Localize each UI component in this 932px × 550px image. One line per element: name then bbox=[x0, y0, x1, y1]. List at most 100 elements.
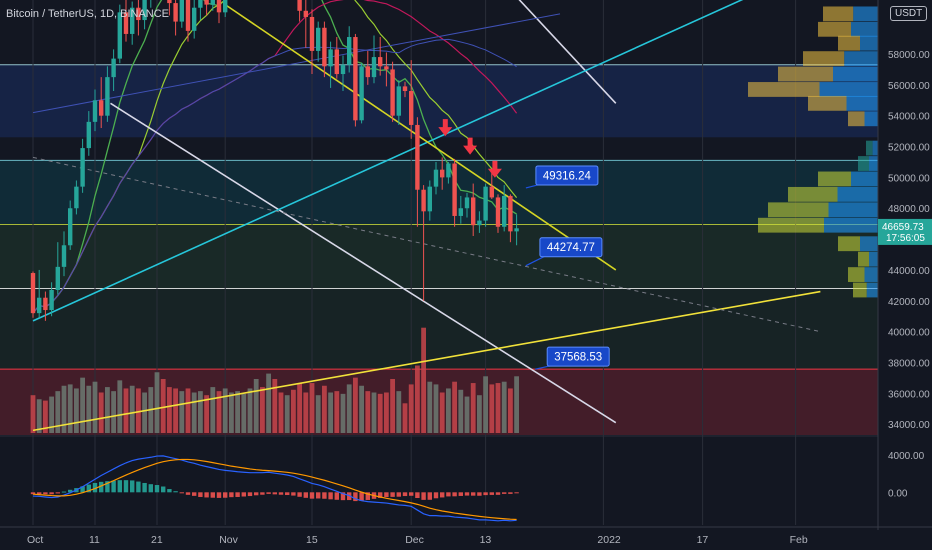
volume-bar bbox=[421, 327, 426, 433]
volume-bar bbox=[260, 387, 265, 433]
volume-bar bbox=[309, 383, 315, 433]
macd-histogram-bar bbox=[198, 492, 203, 497]
price-callout[interactable] bbox=[546, 346, 610, 367]
candle-body bbox=[483, 186, 488, 221]
trend-line[interactable] bbox=[498, 0, 617, 104]
candle-body bbox=[502, 195, 507, 227]
candle-body bbox=[179, 0, 184, 22]
volume-profile-bar bbox=[837, 186, 878, 202]
volume-bar bbox=[123, 388, 129, 433]
trend-line[interactable] bbox=[110, 102, 617, 424]
price-tick-label: 44000.00 bbox=[888, 266, 930, 277]
candle-body bbox=[37, 297, 42, 314]
candle-body bbox=[86, 121, 91, 149]
macd-histogram-bar bbox=[241, 492, 246, 497]
volume-bar bbox=[43, 400, 48, 433]
macd-histogram-bar bbox=[446, 492, 451, 497]
macd-pane bbox=[0, 435, 932, 522]
volume-profile-bar bbox=[864, 111, 878, 127]
volume-bar bbox=[353, 377, 358, 433]
macd-histogram-bar bbox=[421, 492, 426, 500]
volume-bar bbox=[415, 365, 420, 433]
volume-profile-bar bbox=[858, 251, 869, 267]
macd-histogram-bar bbox=[458, 492, 463, 496]
zone-band bbox=[0, 288, 878, 370]
macd-histogram-bar bbox=[235, 492, 240, 497]
volume-bar bbox=[61, 385, 67, 433]
volume-bar bbox=[408, 384, 414, 433]
candle-body bbox=[204, 0, 209, 5]
candle-body bbox=[415, 124, 420, 190]
currency-badge[interactable]: USDT bbox=[890, 6, 928, 21]
macd-histogram-bar bbox=[92, 482, 98, 493]
volume-profile-bar bbox=[869, 251, 878, 267]
macd-histogram-bar bbox=[80, 486, 85, 493]
volume-profile-bar bbox=[758, 217, 824, 233]
price-tick-label: 34000.00 bbox=[888, 420, 930, 431]
arrow-down-icon bbox=[442, 119, 448, 129]
volume-bar bbox=[229, 392, 234, 433]
macd-histogram-bar bbox=[309, 492, 315, 499]
macd-line bbox=[32, 455, 517, 522]
trend-line[interactable] bbox=[32, 290, 821, 432]
candle-body bbox=[192, 7, 197, 31]
macd-histogram-bar bbox=[192, 492, 197, 496]
trend-line[interactable] bbox=[32, 13, 561, 114]
moving-average-line bbox=[32, 38, 517, 314]
price-callout[interactable] bbox=[535, 165, 599, 186]
price-tick-label: 50000.00 bbox=[888, 173, 930, 184]
trend-line[interactable] bbox=[224, 3, 617, 271]
candle-body bbox=[99, 100, 104, 116]
volume-bar bbox=[371, 392, 377, 433]
arrow-down-icon bbox=[438, 127, 453, 137]
macd-histogram-bar bbox=[86, 484, 91, 493]
volume-bar bbox=[204, 395, 209, 433]
volume-bar bbox=[111, 391, 116, 433]
macd-histogram-bar bbox=[452, 492, 457, 497]
candle-body bbox=[223, 0, 228, 13]
macd-histogram-bar bbox=[285, 492, 290, 496]
volume-profile-bar bbox=[838, 35, 860, 51]
volume-bar bbox=[253, 379, 259, 433]
volume-profile-bar bbox=[819, 82, 878, 97]
candle-body bbox=[55, 266, 60, 290]
candle-body bbox=[210, 0, 215, 5]
candle-body bbox=[340, 64, 346, 75]
volume-profile-bar bbox=[818, 21, 851, 37]
volume-profile-bar bbox=[851, 21, 878, 37]
candle-body bbox=[111, 58, 116, 78]
macd-histogram-bar bbox=[123, 480, 129, 493]
price-zone-bands bbox=[0, 64, 878, 435]
candle-body bbox=[359, 66, 364, 121]
current-price-tag[interactable] bbox=[878, 218, 932, 245]
candle-body bbox=[489, 186, 494, 198]
volume-profile-bar bbox=[768, 202, 829, 218]
volume-bar bbox=[508, 388, 513, 433]
volume-bar bbox=[446, 388, 451, 433]
macd-histogram-bar bbox=[130, 480, 135, 493]
macd-histogram-bar bbox=[402, 492, 408, 497]
candle-body bbox=[440, 169, 445, 178]
candle-body bbox=[30, 273, 36, 314]
zone-band bbox=[0, 224, 878, 289]
volume-bar bbox=[483, 376, 488, 433]
price-callout[interactable] bbox=[539, 237, 603, 258]
time-tick-label: 21 bbox=[151, 534, 163, 546]
trend-line[interactable] bbox=[32, 0, 758, 322]
trend-line[interactable] bbox=[32, 156, 821, 333]
volume-bar bbox=[297, 383, 302, 433]
volume-profile-bar bbox=[858, 156, 869, 171]
macd-histogram-bar bbox=[464, 492, 470, 496]
candle-body bbox=[446, 163, 451, 178]
volume-profile-bar bbox=[818, 171, 851, 187]
volume-profile-bar bbox=[823, 6, 854, 22]
volume-profile-bar bbox=[866, 140, 873, 156]
macd-histogram-bar bbox=[440, 492, 445, 498]
macd-histogram-bar bbox=[49, 492, 54, 495]
candle-body bbox=[117, 12, 122, 59]
volume-bar bbox=[439, 392, 445, 433]
candle-body bbox=[421, 189, 426, 212]
candle-body bbox=[130, 7, 135, 34]
macd-histogram-bar bbox=[142, 482, 147, 493]
